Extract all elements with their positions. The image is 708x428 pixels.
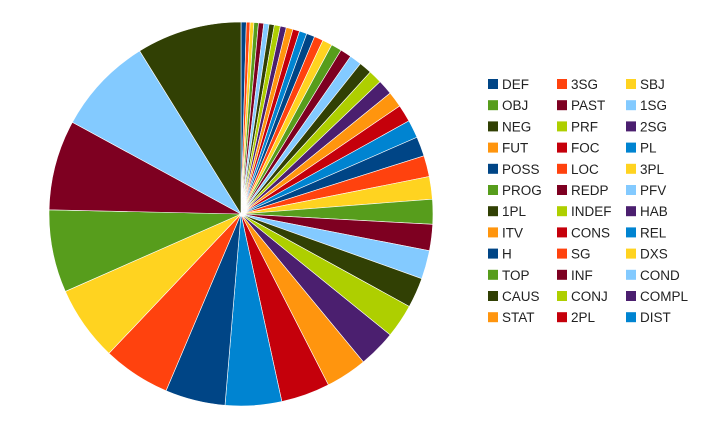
legend-swatch-pfv	[626, 185, 636, 195]
legend-label-fut: FUT	[502, 141, 528, 156]
pie-slices	[48, 21, 434, 407]
legend-label-stat: STAT	[502, 310, 535, 325]
legend-label-prog: PROG	[502, 183, 542, 198]
legend-label-top: TOP	[502, 268, 530, 283]
legend-swatch-sbj	[626, 79, 636, 89]
legend-label-indef: INDEF	[571, 204, 612, 219]
legend-swatch-stat	[488, 312, 498, 323]
legend-label-poss: POSS	[502, 162, 540, 177]
legend-swatch-rel	[626, 227, 636, 238]
legend-swatch-compl	[626, 291, 636, 301]
legend-swatch-top	[488, 269, 498, 280]
legend-label-neg: NEG	[502, 119, 531, 134]
legend-label-prf: PRF	[571, 119, 598, 134]
legend-label-h: H	[502, 247, 512, 262]
legend-label-obj: OBJ	[502, 98, 528, 113]
legend-label-2pl: 2PL	[571, 310, 596, 325]
legend-label-pl: PL	[640, 141, 657, 156]
legend-label-pfv: PFV	[640, 183, 666, 198]
legend-swatch-foc	[557, 142, 567, 153]
legend-label-dxs: DXS	[640, 247, 668, 262]
legend-swatch-indef	[557, 206, 567, 217]
legend-swatch-obj	[488, 100, 498, 111]
legend-swatch-h	[488, 248, 498, 259]
legend-swatch-3pl	[626, 163, 636, 174]
legend-swatch-2pl	[557, 312, 567, 323]
legend-swatch-neg	[488, 121, 498, 132]
legend-label-sg: SG	[571, 247, 591, 262]
legend-swatch-past	[557, 100, 567, 111]
legend-label-cond: COND	[640, 268, 680, 283]
legend-label-3pl: 3PL	[640, 162, 665, 177]
legend-swatch-pl	[626, 142, 636, 153]
legend-swatch-prf	[557, 121, 567, 132]
legend-swatch-3sg	[557, 79, 567, 89]
legend-label-caus: CAUS	[502, 289, 540, 304]
legend-swatch-prog	[488, 185, 498, 195]
legend-label-conj: CONJ	[571, 289, 608, 304]
legend-label-1pl: 1PL	[502, 204, 527, 219]
legend-swatch-sg	[557, 248, 567, 259]
legend-swatch-loc	[557, 163, 567, 174]
legend-label-inf: INF	[571, 268, 593, 283]
legend-swatch-poss	[488, 163, 498, 174]
legend-swatch-caus	[488, 291, 498, 301]
legend-label-3sg: 3SG	[571, 77, 598, 92]
legend-label-past: PAST	[571, 98, 605, 113]
legend-swatch-def	[488, 79, 498, 89]
legend-swatch-dist	[626, 312, 636, 323]
legend-label-cons: CONS	[571, 225, 610, 240]
legend-label-loc: LOC	[571, 162, 599, 177]
legend-swatch-hab	[626, 206, 636, 217]
legend-swatch-cond	[626, 269, 636, 280]
legend-label-redp: REDP	[571, 183, 609, 198]
legend-label-2sg: 2SG	[640, 119, 667, 134]
legend-swatch-1sg	[626, 100, 636, 111]
slice-unlabeled-6	[71, 50, 242, 215]
legend-swatch-conj	[557, 291, 567, 301]
legend-label-sbj: SBJ	[640, 77, 665, 92]
legend-swatch-redp	[557, 185, 567, 195]
legend-swatch-1pl	[488, 206, 498, 217]
legend-swatch-2sg	[626, 121, 636, 132]
legend-swatch-itv	[488, 227, 498, 238]
legend-label-compl: COMPL	[640, 289, 689, 304]
legend-label-1sg: 1SG	[640, 98, 667, 113]
legend-label-foc: FOC	[571, 141, 600, 156]
legend-label-dist: DIST	[640, 310, 671, 325]
legend-label-def: DEF	[502, 77, 529, 92]
legend-label-hab: HAB	[640, 204, 668, 219]
slice-unlabeled-7	[139, 21, 242, 216]
legend-swatch-dxs	[626, 248, 636, 259]
legend-label-rel: REL	[640, 225, 667, 240]
legend: DEF 3SG SBJ OBJ PAST 1SG NEG PRF 2SG FUT FOC PL POSS…	[488, 77, 689, 325]
legend-swatch-inf	[557, 269, 567, 280]
legend-swatch-cons	[557, 227, 567, 238]
legend-swatch-fut	[488, 142, 498, 153]
legend-label-itv: ITV	[502, 225, 523, 240]
